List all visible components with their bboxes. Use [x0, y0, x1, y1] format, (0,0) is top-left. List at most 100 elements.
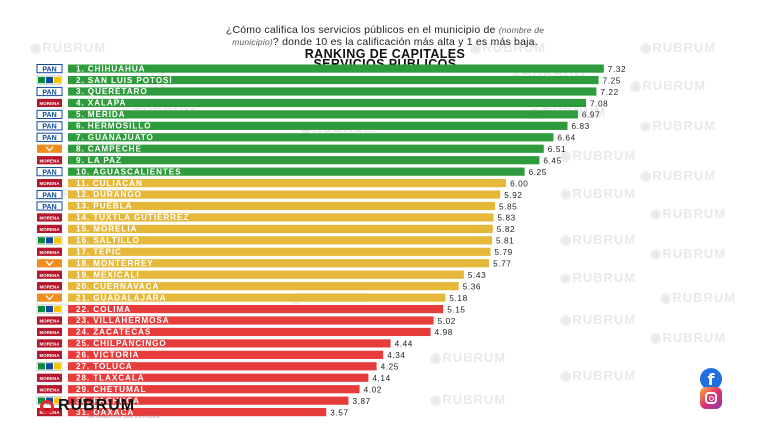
value-label: 5.82 [497, 225, 515, 234]
facebook-icon[interactable]: f [700, 368, 722, 390]
value-label: 3.87 [353, 397, 371, 406]
pan-badge-frame [36, 121, 63, 131]
mc-eagle-icon [45, 260, 54, 267]
morena-badge-text: MORENA [40, 273, 61, 278]
ranking-bar [68, 213, 494, 222]
watermark-text: ◉RUBRUM [630, 78, 707, 93]
pan-badge-text: PAN [42, 89, 56, 96]
city-label: 8. CAMPECHE [76, 144, 142, 153]
city-label: 6. HERMOSILLO [76, 122, 151, 131]
party-logo-icon [37, 144, 62, 153]
city-label: 22. COLIMA [76, 305, 131, 314]
party-logo-icon: MORENA [37, 224, 62, 233]
city-label: 12. DURANGO [76, 190, 142, 199]
ranking-bar [68, 179, 507, 188]
watermark-text: ◉RUBRUM [640, 168, 717, 183]
city-label: 14. TUXTLA GUTIÉRREZ [76, 212, 189, 222]
mc-eagle-icon [45, 146, 54, 152]
ranking-bar [68, 408, 327, 417]
value-label: 5.83 [498, 214, 516, 223]
pan-badge-frame [36, 189, 63, 200]
watermark-text: ◉RUBRUM [650, 330, 727, 345]
city-label: 2. SAN LUIS POTOSÍ [76, 75, 173, 85]
morena-badge-text: MORENA [40, 227, 61, 232]
city-label: 10. AGUASCALIENTES [76, 167, 182, 176]
watermark-text: ◉RUBRUM [560, 368, 637, 383]
morena-badge-frame [37, 247, 62, 256]
ranking-bar [68, 339, 391, 348]
morena-badge-text: MORENA [40, 387, 61, 392]
prd-block-icon [54, 305, 61, 313]
value-label: 5.79 [495, 248, 513, 257]
pan-badge-text: PAN [42, 124, 56, 131]
party-logo-icon: MORENA [37, 339, 62, 348]
value-label: 7.08 [590, 99, 608, 108]
city-label: 19. MEXICALI [76, 270, 140, 279]
question-hint-b: municipio) [232, 37, 273, 47]
watermark-text: ◉RUBRUM [660, 290, 737, 305]
instagram-icon[interactable] [700, 387, 722, 409]
party-logo-icon: MORENA [37, 385, 62, 394]
ranking-bar [68, 190, 501, 199]
pan-badge-frame [36, 86, 63, 97]
morena-badge-text: MORENA [40, 319, 61, 324]
city-label: 4. XALAPA [76, 99, 126, 108]
morena-badge-text: MORENA [40, 181, 61, 186]
city-label: 25. CHILPANCINGO [76, 339, 167, 348]
morena-badge-frame [37, 327, 62, 337]
value-label: 4.14 [372, 374, 390, 383]
city-label: 1. CHIHUAHUA [76, 64, 145, 73]
city-label: 24. ZACATECAS [76, 328, 151, 337]
city-label: 26. VICTORIA [76, 351, 139, 360]
ranking-bar [68, 110, 578, 119]
morena-badge-frame [37, 316, 62, 325]
value-label: 4.44 [395, 340, 413, 349]
city-label: 29. CHETUMAL [76, 385, 146, 394]
ranking-bar [68, 133, 554, 142]
morena-badge-frame [37, 224, 62, 233]
value-label: 6.97 [582, 111, 600, 120]
city-label: 17. TEPIC [76, 248, 122, 257]
ranking-bar [68, 293, 446, 302]
pan-badge-frame [36, 132, 63, 142]
ranking-bar [68, 316, 434, 325]
morena-badge-frame [37, 213, 62, 222]
pan-block-icon [46, 237, 53, 244]
party-logo-icon: PAN [36, 201, 63, 211]
watermark-text: ◉RUBRUM [470, 40, 547, 55]
ranking-bar [68, 259, 490, 268]
pan-badge-frame [36, 167, 63, 177]
prd-block-icon [54, 76, 61, 84]
morena-badge-frame [37, 270, 62, 279]
party-logo-icon [37, 293, 62, 302]
party-logo-icon [36, 304, 63, 314]
ranking-bar [68, 64, 604, 73]
morena-badge-text: MORENA [40, 101, 61, 106]
city-label: 11. CULIACÁN [76, 178, 143, 188]
party-logo-icon: MORENA [37, 373, 62, 382]
question-hint-a: (nombre de [498, 25, 545, 35]
mc-eagle-icon [45, 295, 54, 301]
city-label: 21. GUADALAJARA [76, 293, 166, 302]
question-text-b: ? donde 10 es la calificación más alta y… [272, 36, 538, 48]
ranking-bar [68, 156, 540, 165]
pan-badge-frame [36, 64, 63, 74]
party-logo-icon: PAN [36, 64, 63, 74]
party-logo-icon: PAN [36, 132, 63, 142]
pan-badge-text: PAN [42, 66, 56, 73]
value-label: 5.43 [468, 271, 486, 280]
mc-badge-frame [37, 259, 62, 268]
watermark-text: ◉RUBRUM [430, 350, 507, 365]
morena-badge-frame [37, 339, 62, 348]
value-label: 5.85 [499, 202, 517, 211]
ranking-bar [68, 75, 599, 85]
watermark-text: ◉RUBRUM [560, 312, 637, 327]
morena-badge-frame [37, 385, 62, 394]
value-label: 6.51 [548, 145, 566, 154]
value-label: 4.34 [387, 351, 405, 360]
instagram-lens [708, 395, 714, 401]
city-label: 27. TOLUCA [76, 362, 133, 371]
watermark-text: ◉RUBRUM [30, 40, 107, 55]
value-label: 3.57 [330, 408, 348, 417]
